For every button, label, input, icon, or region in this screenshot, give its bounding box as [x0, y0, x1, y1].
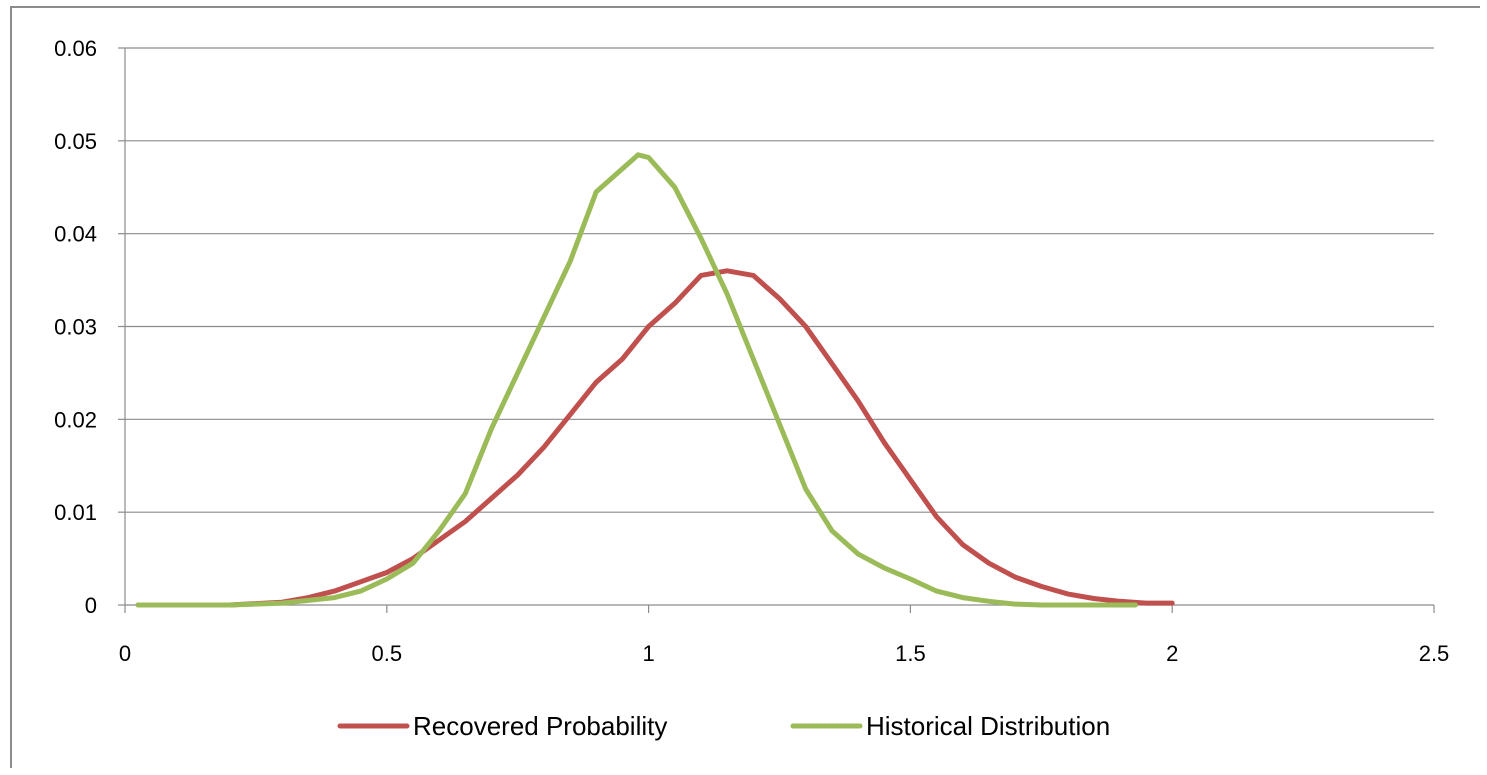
y-tick-label: 0.06: [54, 36, 97, 61]
legend-label-0: Recovered Probability: [413, 711, 667, 741]
x-tick-label: 1: [642, 641, 654, 666]
legend: Recovered Probability Historical Distribu…: [337, 711, 1110, 741]
legend-label-1: Historical Distribution: [866, 711, 1110, 741]
series-line-0: [135, 268, 1175, 608]
y-tick-label: 0.02: [54, 407, 97, 432]
gridlines: [125, 47, 1434, 513]
y-tick-label: 0.01: [54, 500, 97, 525]
x-tick-label: 0.5: [372, 641, 403, 666]
series-lines: [135, 152, 1175, 608]
y-tick-label: 0.05: [54, 129, 97, 154]
y-tick-label: 0: [85, 593, 97, 618]
y-tick-label: 0.04: [54, 222, 97, 247]
series-line-1: [135, 152, 1138, 608]
y-tick-label: 0.03: [54, 315, 97, 340]
x-tick-label: 1.5: [895, 641, 926, 666]
x-tick-label: 0: [119, 641, 131, 666]
x-tick-label: 2: [1166, 641, 1178, 666]
tick-labels: 0 0.01 0.02 0.03 0.04 0.05 0.06 0 0.5 1 1.5 2 2.5: [54, 36, 1449, 666]
x-tick-label: 2.5: [1419, 641, 1450, 666]
chart-frame: [10, 6, 1480, 768]
axes: [118, 47, 1435, 613]
